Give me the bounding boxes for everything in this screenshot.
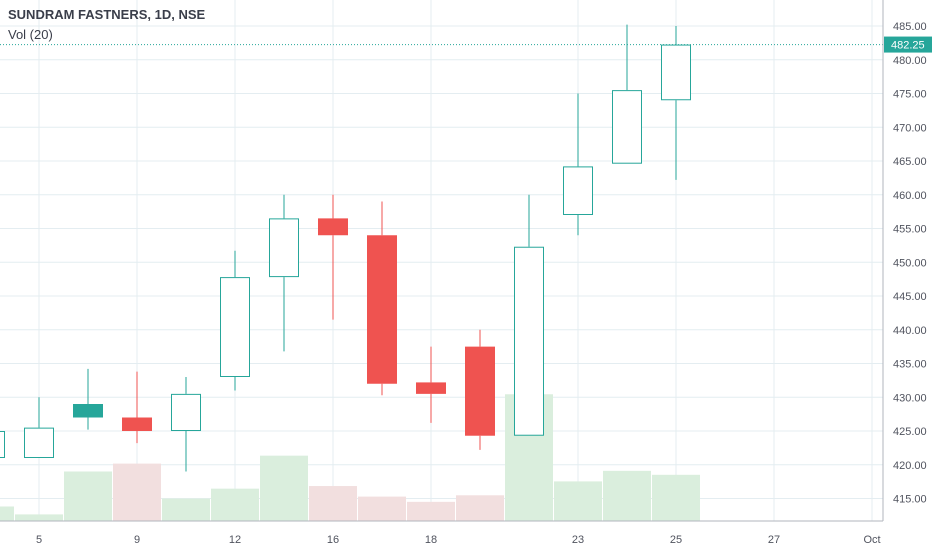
candle-body [73, 404, 103, 418]
y-tick-label: 455.00 [893, 224, 927, 236]
y-tick-label: 470.00 [893, 122, 927, 134]
y-tick-label: 435.00 [893, 359, 927, 371]
volume-bar [113, 463, 161, 521]
candle-body [563, 166, 593, 215]
candle-body [269, 218, 299, 278]
x-tick-label: 27 [768, 534, 780, 546]
chart-legend: SUNDRAM FASTNERS, 1D, NSE Vol (20) [8, 7, 205, 42]
volume-bar [456, 495, 504, 521]
y-tick-label: 440.00 [893, 325, 927, 337]
candle [465, 329, 495, 450]
volume-bar [211, 488, 259, 521]
candle-body [318, 218, 348, 236]
candle [171, 377, 201, 472]
candle [0, 431, 5, 458]
candle-body [220, 277, 250, 378]
candle-body [171, 393, 201, 431]
candle-body [514, 246, 544, 436]
x-tick-label: 9 [134, 534, 140, 546]
volume-bar [0, 506, 14, 521]
volume-bar [603, 470, 651, 521]
y-tick-label: 425.00 [893, 426, 927, 438]
candle [24, 397, 54, 458]
candle [416, 346, 446, 423]
last-price-label: 482.25 [884, 36, 932, 53]
volume-bar [162, 498, 210, 521]
volume-layer [0, 394, 700, 521]
candle [612, 24, 642, 164]
candle-body [0, 431, 5, 458]
y-tick-label: 415.00 [893, 494, 927, 506]
last-price-badge [884, 36, 932, 53]
y-tick-label: 485.00 [893, 21, 927, 33]
candle-body [612, 90, 642, 164]
x-tick-label: 25 [670, 534, 682, 546]
y-tick-label: 450.00 [893, 257, 927, 269]
candle [122, 371, 152, 444]
y-tick-label: 420.00 [893, 460, 927, 472]
candle-layer [0, 24, 691, 472]
candle-body [661, 44, 691, 101]
candle [514, 194, 544, 436]
y-tick-label: 445.00 [893, 291, 927, 303]
grid-layer [0, 0, 883, 521]
y-tick-label: 475.00 [893, 89, 927, 101]
volume-bar [554, 481, 602, 521]
volume-bar [260, 455, 308, 521]
candle [563, 93, 593, 236]
y-tick-label: 465.00 [893, 156, 927, 168]
volume-bar [309, 486, 357, 521]
candle-body [367, 235, 397, 384]
x-tick-label: Oct [863, 534, 880, 546]
volume-bar [407, 501, 455, 521]
x-tick-label: 16 [327, 534, 339, 546]
x-tick-label: 23 [572, 534, 584, 546]
candle [269, 194, 299, 352]
volume-bar [64, 471, 112, 521]
volume-bar [358, 496, 406, 521]
candle [318, 194, 348, 320]
x-tick-label: 12 [229, 534, 241, 546]
candle [73, 368, 103, 430]
x-tick-label: 5 [36, 534, 42, 546]
candle-body [122, 417, 152, 431]
candle [661, 26, 691, 180]
volume-indicator-label[interactable]: Vol (20) [8, 27, 53, 42]
y-tick-label: 430.00 [893, 392, 927, 404]
y-tick-label: 480.00 [893, 55, 927, 67]
candle-body [24, 427, 54, 458]
candle-body [465, 346, 495, 436]
volume-bar [15, 514, 63, 521]
symbol-title: SUNDRAM FASTNERS, 1D, NSE [8, 7, 206, 22]
candle [220, 250, 250, 391]
candle [367, 201, 397, 396]
x-tick-label: 18 [425, 534, 437, 546]
y-tick-label: 460.00 [893, 190, 927, 202]
last-price-value: 482.25 [891, 40, 925, 52]
candle-body [416, 382, 446, 394]
volume-bar [652, 474, 700, 521]
